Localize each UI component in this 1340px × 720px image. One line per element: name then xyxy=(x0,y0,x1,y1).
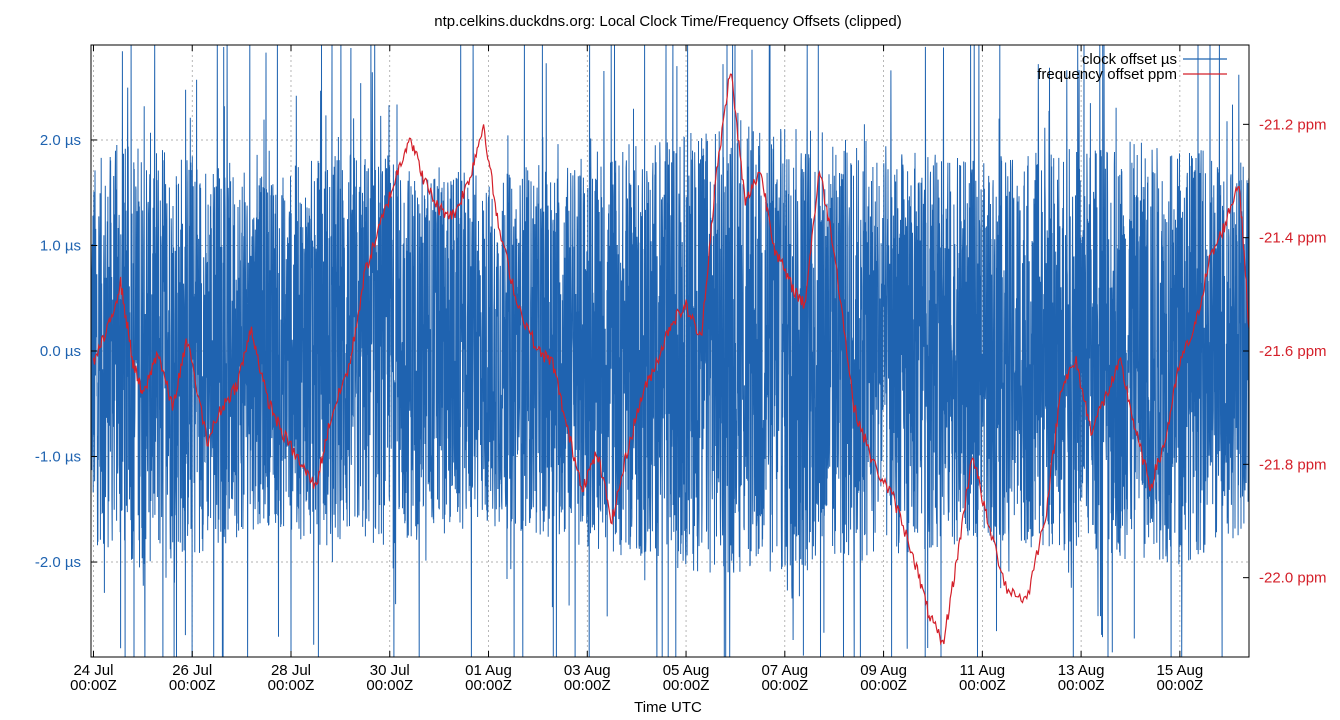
x-tick-label-time: 00:00Z xyxy=(564,677,611,694)
clock-offset-series-line xyxy=(90,44,1250,658)
x-axis-label: Time UTC xyxy=(634,699,702,716)
x-tick-label-date: 15 Aug xyxy=(1157,662,1204,679)
x-tick-label-time: 00:00Z xyxy=(1157,677,1204,694)
y-right-tick-label: -21.2 ppm xyxy=(1259,116,1327,133)
series-layer xyxy=(90,44,1250,658)
legend-label: clock offset µs xyxy=(1082,51,1177,68)
x-tick-label-date: 09 Aug xyxy=(860,662,907,679)
y-left-tick-label: -1.0 µs xyxy=(35,449,81,466)
x-tick-label-time: 00:00Z xyxy=(70,677,117,694)
x-tick-label-date: 11 Aug xyxy=(960,662,1006,679)
x-tick-label-date: 24 Jul xyxy=(73,662,113,679)
legend-label: frequency offset ppm xyxy=(1037,66,1177,83)
x-tick-label-date: 28 Jul xyxy=(271,662,311,679)
y-right-tick-label: -21.4 ppm xyxy=(1259,230,1327,247)
x-tick-label-time: 00:00Z xyxy=(465,677,512,694)
x-tick-label-time: 00:00Z xyxy=(1058,677,1105,694)
x-tick-label-time: 00:00Z xyxy=(268,677,315,694)
x-tick-label-time: 00:00Z xyxy=(860,677,907,694)
y-left-tick-label: 1.0 µs xyxy=(40,237,81,254)
y-right-tick-label: -21.6 ppm xyxy=(1259,343,1327,360)
y-left-tick-label: -2.0 µs xyxy=(35,554,81,571)
x-tick-label-date: 03 Aug xyxy=(564,662,611,679)
x-tick-label-time: 00:00Z xyxy=(366,677,413,694)
y-left-tick-label: 0.0 µs xyxy=(40,343,81,360)
x-tick-label-time: 00:00Z xyxy=(959,677,1006,694)
x-tick-label-time: 00:00Z xyxy=(169,677,216,694)
x-tick-label-date: 05 Aug xyxy=(663,662,710,679)
x-tick-label-date: 13 Aug xyxy=(1058,662,1105,679)
x-tick-label-date: 01 Aug xyxy=(465,662,512,679)
chart-title: ntp.celkins.duckdns.org: Local Clock Tim… xyxy=(434,13,901,30)
y-right-tick-label: -21.8 ppm xyxy=(1259,456,1327,473)
x-tick-label-date: 07 Aug xyxy=(761,662,808,679)
y-left-tick-label: 2.0 µs xyxy=(40,132,81,149)
frequency-offset-series-line xyxy=(92,73,1250,646)
x-tick-label-time: 00:00Z xyxy=(761,677,808,694)
x-tick-label-date: 30 Jul xyxy=(370,662,410,679)
x-tick-label-date: 26 Jul xyxy=(172,662,212,679)
x-tick-label-time: 00:00Z xyxy=(663,677,710,694)
y-right-tick-label: -22.0 ppm xyxy=(1259,570,1327,587)
